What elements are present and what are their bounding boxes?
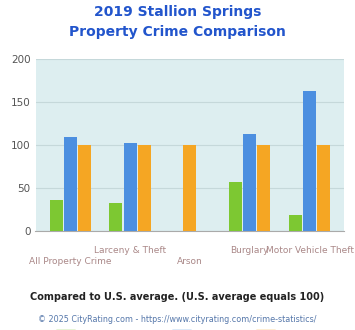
Bar (184, 145, 196, 231)
Text: Motor Vehicle Theft: Motor Vehicle Theft (266, 247, 354, 255)
Bar (50, 200, 62, 231)
Bar (109, 203, 122, 231)
Bar (78, 145, 91, 231)
Text: Compared to U.S. average. (U.S. average equals 100): Compared to U.S. average. (U.S. average … (31, 292, 324, 302)
Text: All Property Crime: All Property Crime (29, 257, 111, 266)
Bar (303, 91, 316, 231)
Text: © 2025 CityRating.com - https://www.cityrating.com/crime-statistics/: © 2025 CityRating.com - https://www.city… (38, 315, 317, 324)
Bar (289, 215, 302, 231)
Text: Property Crime Comparison: Property Crime Comparison (69, 25, 286, 39)
Bar (124, 143, 137, 231)
Bar (138, 145, 151, 231)
Bar (64, 137, 77, 231)
Text: 2019 Stallion Springs: 2019 Stallion Springs (94, 5, 261, 19)
Legend: Stallion Springs, California, National: Stallion Springs, California, National (52, 325, 328, 330)
Bar (257, 145, 271, 231)
Bar (229, 182, 242, 231)
Text: Burglary: Burglary (231, 247, 269, 255)
Text: Arson: Arson (177, 257, 203, 266)
Bar (317, 145, 330, 231)
Bar (243, 134, 256, 231)
Text: Larceny & Theft: Larceny & Theft (94, 247, 166, 255)
